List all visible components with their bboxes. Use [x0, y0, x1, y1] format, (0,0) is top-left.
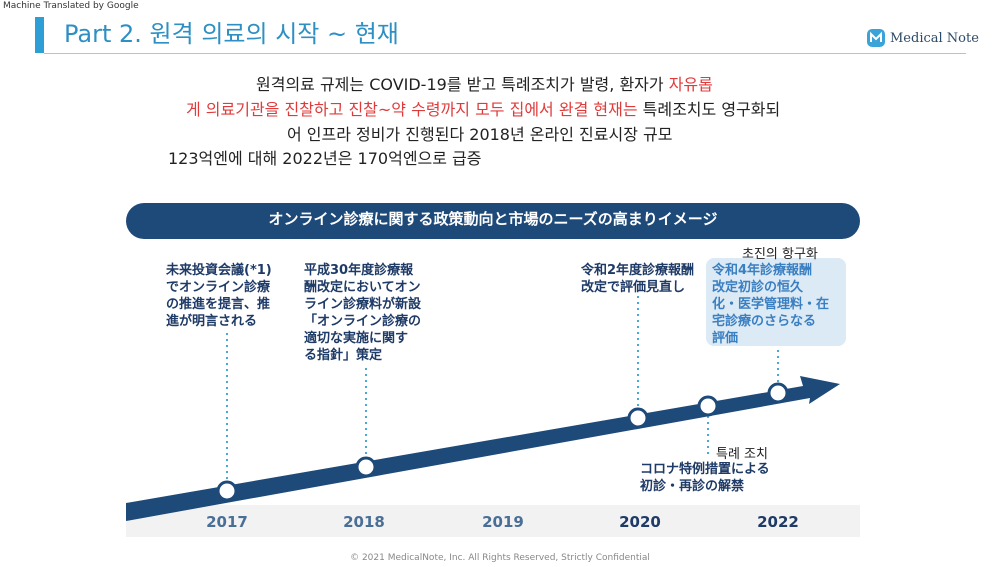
- banner-background: [126, 203, 860, 239]
- event-2018-line: 酬改定においてオン: [304, 280, 421, 295]
- milestone-2020: [627, 407, 649, 429]
- event-2022: 令和4年診療報酬 改定初診の恒久 化・医学管理料・在 宅診療のさらなる 評価: [712, 262, 829, 347]
- event-covid: コロナ特例措置による 初診・再診の解禁: [640, 461, 770, 495]
- body-line-4: 123억엔에 대해 2022년은 170억엔으로 급증: [168, 149, 482, 168]
- annotation-first-visit: 초진의 항구화: [742, 247, 818, 262]
- event-2017: 未来投資会議(*1) でオンライン診療 の推進を提言、推 進が明言される: [166, 262, 272, 330]
- event-2018: 平成30年度診療報 酬改定においてオン ライン診療料が新設 「オンライン診療の …: [304, 262, 421, 364]
- title-divider: [44, 53, 966, 54]
- body-line-1: 원격의료 규제는 COVID-19를 받고 특례조치가 발령, 환자가 자유롭: [256, 73, 856, 97]
- body-line-2-highlight: 게 의료기관을 진찰하고 진찰~약 수령까지 모두 집에서 완결 현재는: [186, 100, 638, 119]
- milestone-2022: [767, 382, 789, 404]
- body-line-3: 어 인프라 정비가 진행된다 2018년 온라인 진료시장 규모: [287, 125, 673, 144]
- event-covid-line: 初診・再診の解禁: [640, 479, 745, 494]
- event-2020-line: 令和2年度診療報酬: [581, 263, 695, 278]
- body-line-1-highlight: 자유롭: [668, 75, 713, 94]
- event-2017-line: 未来投資会議(*1): [166, 263, 272, 278]
- event-2022-line: 令和4年診療報酬: [712, 263, 813, 278]
- body-line-2: 게 의료기관을 진찰하고 진찰~약 수령까지 모두 집에서 완결 현재는 특례조…: [186, 98, 886, 122]
- event-2022-line: 改定初診の恒久: [712, 280, 804, 295]
- title-accent-bar: [35, 17, 44, 53]
- page-title: Part 2. 원격 의료의 시작 ~ 현재: [64, 20, 399, 48]
- event-2017-line: 進が明言される: [166, 314, 258, 329]
- event-covid-line: コロナ特例措置による: [640, 462, 770, 477]
- growth-arrow: [126, 376, 840, 521]
- milestone-2017: [216, 480, 238, 502]
- event-2018-line: 適切な実施に関す: [304, 331, 409, 346]
- year-2017: 2017: [206, 513, 248, 531]
- event-2018-line: 「オンライン診療の: [304, 314, 422, 329]
- body-line-1-text: 원격의료 규제는 COVID-19를 받고 특례조치가 발령, 환자가: [256, 75, 669, 94]
- event-2022-line: 化・医学管理料・在: [712, 297, 830, 312]
- highlight-box-2022: [706, 258, 846, 346]
- annotation-special-measure: 특례 조치: [716, 447, 768, 462]
- year-2019: 2019: [482, 513, 524, 531]
- logo-text: Medical Note: [890, 30, 979, 46]
- event-2022-line: 評価: [712, 331, 739, 346]
- medicalnote-logo-icon: [867, 29, 885, 47]
- year-2020: 2020: [619, 513, 661, 531]
- event-2018-line: 平成30年度診療報: [304, 263, 414, 278]
- event-2017-line: でオンライン診療: [166, 280, 271, 295]
- year-2018: 2018: [343, 513, 385, 531]
- event-2020-line: 改定で評価見直し: [581, 280, 686, 295]
- medicalnote-logo: Medical Note: [866, 26, 979, 50]
- event-2018-line: る指針」策定: [304, 348, 383, 363]
- event-2017-line: の推進を提言、推: [166, 297, 271, 312]
- milestone-2018: [355, 456, 377, 478]
- event-2022-line: 宅診療のさらなる: [712, 314, 817, 329]
- footer-copyright: © 2021 MedicalNote, Inc. All Rights Rese…: [350, 553, 650, 563]
- year-2022: 2022: [757, 513, 799, 531]
- banner-title: オンライン診療に関する政策動向と市場のニーズの高まりイメージ: [268, 210, 718, 228]
- machine-translated-label: Machine Translated by Google: [3, 1, 139, 11]
- milestone-covid: [697, 395, 719, 417]
- body-line-2-text: 특례조치도 영구화되: [637, 100, 781, 119]
- year-band: [126, 505, 860, 537]
- event-2020: 令和2年度診療報酬 改定で評価見直し: [581, 262, 694, 296]
- event-2018-line: ライン診療料が新設: [304, 297, 422, 312]
